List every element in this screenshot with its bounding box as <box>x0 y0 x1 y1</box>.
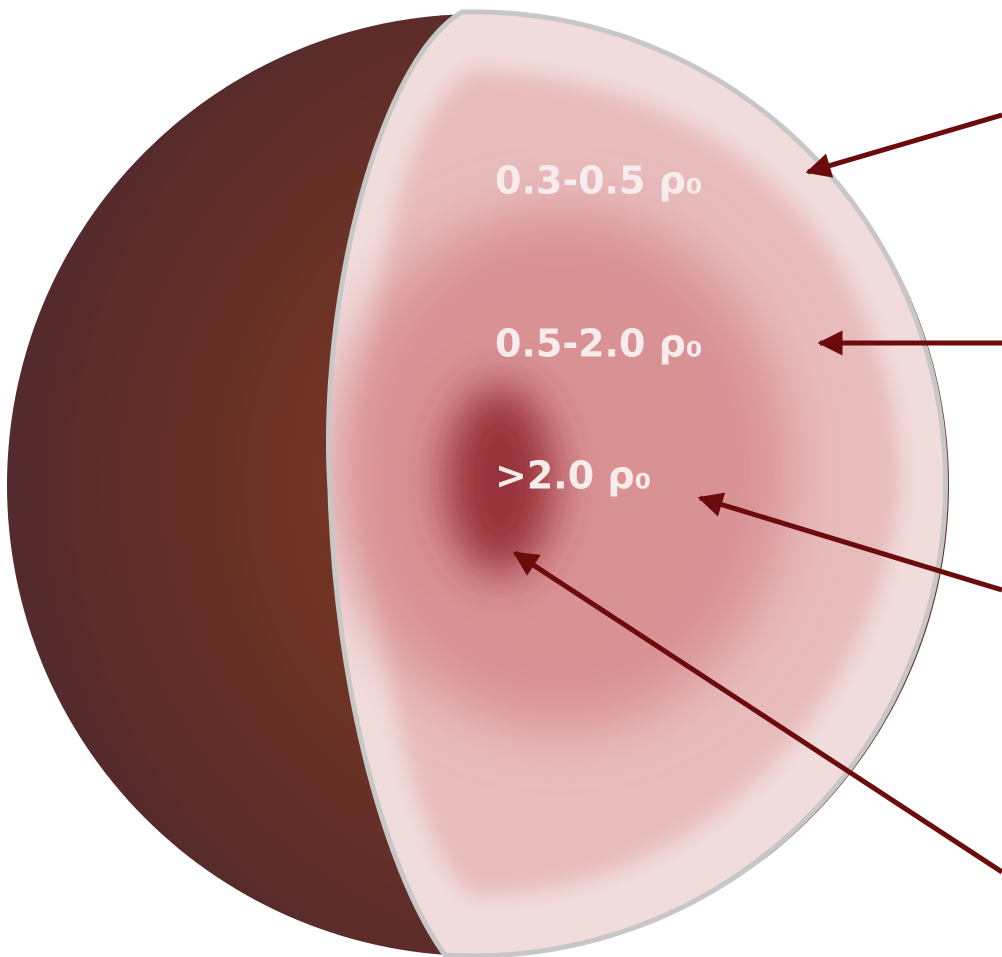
arrow <box>512 550 1002 875</box>
arrows <box>512 112 1002 875</box>
arrow <box>697 492 1002 593</box>
density-label: 0.5-2.0 ρ₀ <box>495 322 702 366</box>
arrow <box>805 112 1002 178</box>
density-label: >2.0 ρ₀ <box>495 454 651 498</box>
density-label: 0.3-0.5 ρ₀ <box>495 159 702 203</box>
